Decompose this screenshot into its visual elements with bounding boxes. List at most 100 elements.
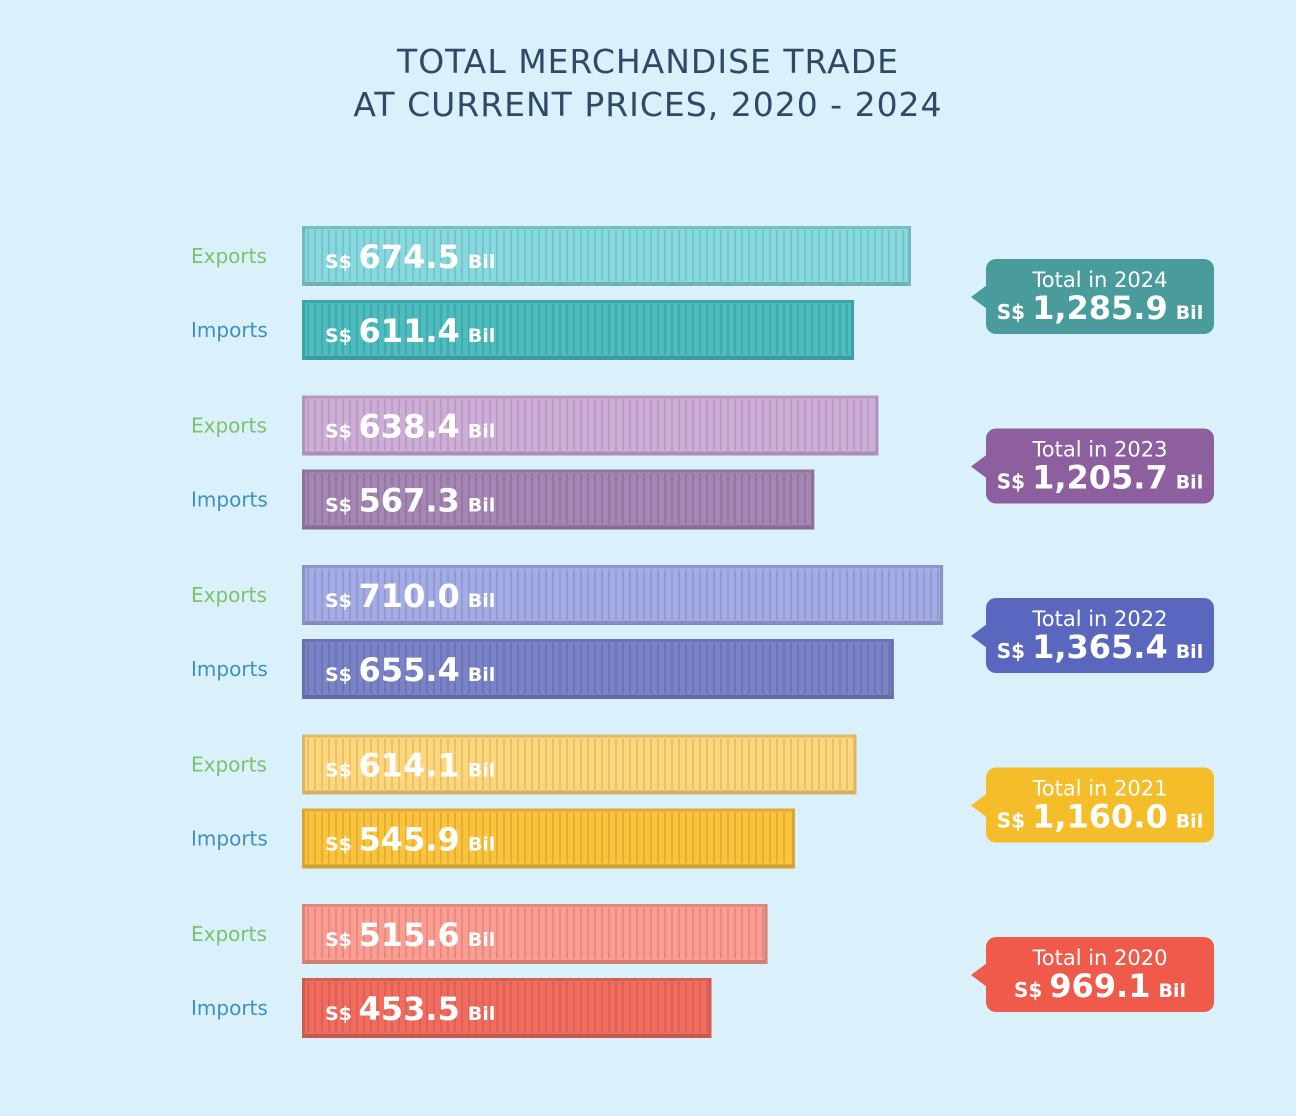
callout-box — [986, 259, 1214, 334]
bar-left-cap — [302, 978, 305, 1038]
imports-label: Imports — [191, 488, 268, 512]
callout-title: Total in 2021 — [1032, 777, 1168, 801]
bar-value-label: S$ 710.0 Bil — [325, 577, 495, 615]
callout-pointer — [971, 454, 987, 479]
bar-ribs — [307, 230, 904, 281]
bar-right-cap — [940, 565, 944, 625]
exports-label: Exports — [191, 753, 267, 777]
exports-bar-2024 — [302, 226, 911, 286]
unit-suffix: Bil — [468, 1003, 496, 1025]
exports-bar-2020 — [302, 904, 768, 964]
bar-right-cap — [791, 808, 795, 869]
imports-label: Imports — [191, 657, 268, 681]
bar-ribs — [307, 643, 890, 694]
currency-prefix: S$ — [1014, 978, 1049, 1002]
callout-box — [986, 428, 1214, 504]
bar-bottom-rail — [302, 525, 815, 530]
bar-value: 611.4 — [359, 312, 460, 350]
bar-right-cap — [851, 300, 855, 360]
bar-top-rail — [302, 639, 894, 642]
bar-value: 614.1 — [359, 747, 460, 785]
callout-title: Total in 2023 — [1032, 438, 1168, 462]
imports-label: Imports — [191, 827, 268, 851]
unit-suffix: Bil — [1176, 641, 1204, 663]
bar-top-rail — [302, 734, 857, 738]
callout-title: Total in 2020 — [1032, 946, 1168, 970]
unit-suffix: Bil — [1176, 472, 1204, 494]
callout-box — [986, 937, 1214, 1012]
bar-left-cap — [302, 639, 305, 699]
currency-prefix: S$ — [997, 809, 1032, 833]
year-group-2021: Exports S$ 614.1 Bil Imports S$ 545.9 Bil Tota… — [191, 734, 1214, 869]
bar-right-cap — [708, 978, 712, 1038]
total-value: 1,205.7 — [1032, 459, 1168, 497]
unit-suffix: Bil — [468, 421, 496, 443]
bar-left-cap — [302, 226, 305, 286]
currency-prefix: S$ — [325, 590, 359, 612]
currency-prefix: S$ — [325, 834, 359, 856]
bar-body — [302, 226, 911, 286]
unit-suffix: Bil — [468, 495, 496, 517]
bar-right-cap — [811, 469, 815, 530]
currency-prefix: S$ — [325, 760, 359, 782]
exports-label: Exports — [191, 414, 267, 438]
bar-value-label: S$ 545.9 Bil — [325, 821, 495, 859]
currency-prefix: S$ — [325, 929, 359, 951]
bar-value: 710.0 — [359, 577, 460, 615]
bar-value: 567.3 — [359, 482, 460, 520]
bar-top-rail — [302, 226, 911, 229]
bar-right-cap — [890, 639, 894, 699]
currency-prefix: S$ — [325, 1003, 359, 1025]
bar-value-label: S$ 515.6 Bil — [325, 916, 495, 954]
bar-left-cap — [302, 734, 305, 795]
bar-left-cap — [302, 469, 305, 530]
bar-top-rail — [302, 978, 712, 981]
exports-bar-2021 — [302, 734, 857, 795]
bar-ribs — [307, 473, 806, 525]
bar-ribs — [307, 569, 939, 620]
total-callout-2020: Total in 2020 S$ 969.1 Bil — [971, 937, 1214, 1012]
currency-prefix: S$ — [325, 664, 359, 686]
exports-label: Exports — [191, 244, 267, 268]
bar-bottom-rail — [302, 621, 944, 625]
bar-ribs — [307, 399, 869, 451]
bar-value: 545.9 — [359, 821, 460, 859]
total-value: 1,285.9 — [1032, 289, 1168, 327]
bar-top-rail — [302, 904, 768, 907]
callout-pointer — [971, 624, 987, 648]
imports-bar-2020 — [302, 978, 712, 1038]
bar-value: 453.5 — [359, 990, 460, 1028]
bar-left-cap — [302, 300, 305, 360]
bar-value-label: S$ 453.5 Bil — [325, 990, 495, 1028]
bar-ribs — [307, 304, 848, 355]
bar-value-label: S$ 638.4 Bil — [325, 408, 495, 446]
imports-bar-2021 — [302, 808, 795, 869]
unit-suffix: Bil — [1176, 811, 1204, 833]
imports-label: Imports — [191, 318, 268, 342]
bar-top-rail — [302, 469, 815, 473]
currency-prefix: S$ — [325, 495, 359, 517]
currency-prefix: S$ — [325, 421, 359, 443]
bar-top-rail — [302, 808, 795, 812]
bar-ribs — [307, 738, 848, 790]
imports-bar-2024 — [302, 300, 855, 360]
callout-box — [986, 767, 1214, 843]
callout-pointer — [971, 963, 987, 987]
unit-suffix: Bil — [468, 664, 496, 686]
callout-total-value: S$ 1,205.7 Bil — [997, 459, 1203, 497]
exports-bar-2023 — [302, 395, 879, 456]
unit-suffix: Bil — [468, 760, 496, 782]
year-group-2020: Exports S$ 515.6 Bil Imports S$ 453.5 Bil Tota… — [191, 904, 1214, 1038]
chart-title-line-2: AT CURRENT PRICES, 2020 - 2024 — [353, 85, 943, 124]
bar-body — [302, 904, 768, 964]
bar-right-cap — [764, 904, 768, 964]
bar-bottom-rail — [302, 864, 795, 869]
callout-title: Total in 2022 — [1032, 607, 1168, 631]
bar-value-label: S$ 611.4 Bil — [325, 312, 495, 350]
unit-suffix: Bil — [468, 834, 496, 856]
callout-total-value: S$ 1,285.9 Bil — [997, 289, 1203, 327]
